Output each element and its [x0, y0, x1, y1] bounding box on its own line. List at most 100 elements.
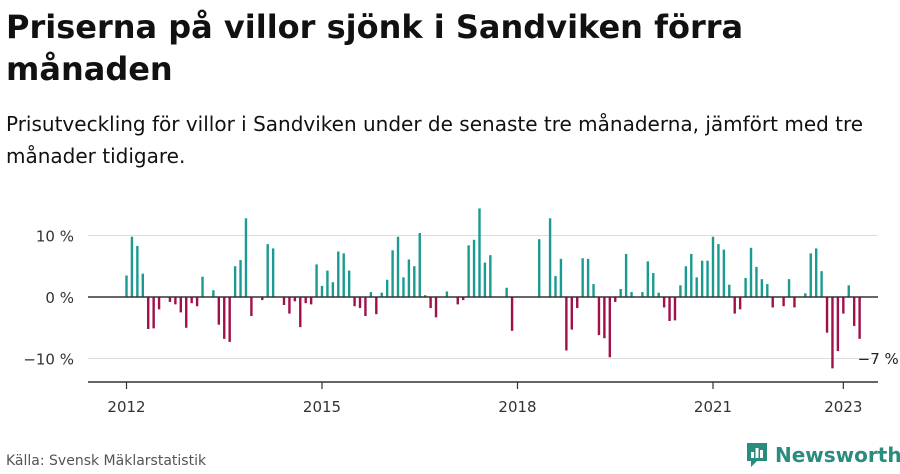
bar	[695, 277, 698, 297]
bar	[456, 297, 459, 305]
bar	[576, 297, 579, 309]
bar	[261, 297, 264, 301]
bar-series	[125, 208, 861, 369]
bar	[136, 245, 139, 297]
bar	[624, 253, 628, 297]
y-tick-label: 10 %	[36, 228, 74, 246]
bar	[505, 287, 508, 297]
bar	[548, 218, 552, 297]
bar	[467, 245, 470, 297]
bar	[125, 275, 128, 297]
bar	[744, 277, 747, 297]
bar	[641, 292, 644, 297]
bar	[847, 285, 850, 297]
bar	[282, 297, 286, 305]
bar	[684, 266, 688, 297]
bar	[337, 251, 340, 297]
bar	[782, 297, 785, 307]
bar	[820, 271, 823, 297]
bar	[597, 297, 601, 336]
bar	[461, 297, 465, 301]
bar	[766, 284, 769, 297]
x-tick-label: 2021	[694, 398, 732, 416]
bar	[364, 297, 367, 317]
bar	[293, 297, 297, 302]
bar	[375, 297, 378, 315]
bar	[722, 249, 726, 297]
bar	[825, 297, 829, 333]
bar	[711, 236, 715, 297]
bar	[309, 297, 313, 305]
bar	[288, 297, 291, 314]
bar	[353, 297, 356, 307]
x-tick-label: 2018	[498, 398, 536, 416]
bar	[733, 297, 736, 314]
bar	[728, 284, 731, 297]
bar	[652, 273, 655, 297]
bar	[679, 285, 682, 297]
bar	[814, 248, 818, 297]
bar	[385, 279, 389, 297]
bar	[429, 297, 432, 309]
bar	[418, 233, 421, 297]
bar	[592, 284, 595, 297]
bar	[217, 297, 221, 325]
bar	[266, 244, 269, 297]
bar	[179, 297, 183, 313]
bar	[565, 297, 568, 351]
bar	[657, 292, 660, 297]
bar	[787, 279, 791, 297]
bar	[570, 297, 574, 330]
bar	[706, 260, 709, 297]
bar	[717, 244, 720, 297]
bar	[358, 297, 362, 309]
bar	[320, 285, 324, 297]
bar	[472, 239, 476, 297]
bar	[195, 297, 199, 307]
bar	[809, 253, 812, 297]
bar	[690, 253, 693, 297]
newsworthy-icon	[747, 443, 767, 467]
chart-subtitle: Prisutveckling för villor i Sandviken un…	[6, 112, 864, 168]
bar	[380, 292, 383, 297]
bar	[157, 297, 161, 310]
y-axis-ticks: 10 % 0 % −10 %	[23, 228, 74, 369]
bar	[771, 297, 774, 308]
bar	[423, 295, 427, 297]
brand-logo: Newsworthy	[745, 441, 900, 469]
bar	[559, 258, 563, 297]
bar	[347, 270, 351, 297]
bar	[831, 297, 834, 369]
bar	[478, 208, 481, 297]
bar	[402, 277, 405, 297]
bar	[673, 297, 677, 321]
annotations: −7 %	[858, 350, 899, 368]
gridlines	[88, 235, 878, 359]
bar	[212, 290, 215, 297]
chart-title: Priserna på villor sjönk i Sandviken för…	[6, 8, 744, 88]
bar	[842, 297, 845, 314]
bar	[239, 260, 242, 297]
bar	[407, 259, 411, 297]
bar	[190, 297, 193, 304]
bar	[271, 248, 275, 297]
bar	[619, 289, 622, 297]
bar	[755, 266, 758, 297]
y-tick-label: −10 %	[23, 351, 74, 369]
bar	[434, 297, 438, 318]
bar	[581, 258, 584, 297]
x-axis: 2012 2015 2018 2021 2023	[88, 296, 878, 416]
bar	[858, 297, 861, 339]
bar	[749, 247, 753, 297]
bar	[608, 297, 612, 358]
bar	[793, 297, 796, 308]
bar	[413, 266, 416, 297]
bar	[342, 253, 345, 297]
bar	[646, 261, 650, 297]
bar	[326, 270, 329, 297]
bar	[603, 297, 606, 339]
bar	[668, 297, 671, 321]
bar	[168, 297, 172, 302]
bar	[662, 297, 666, 308]
